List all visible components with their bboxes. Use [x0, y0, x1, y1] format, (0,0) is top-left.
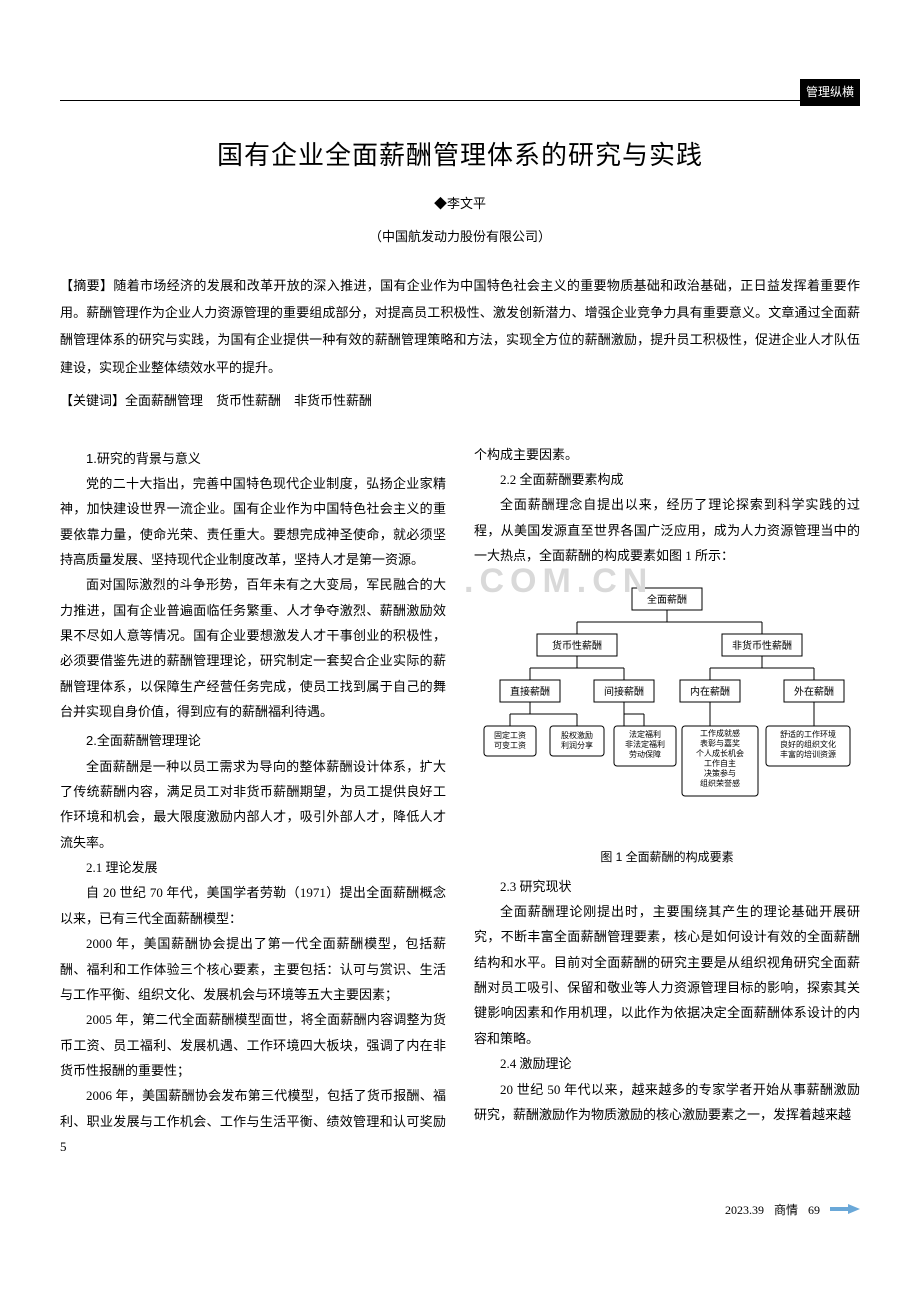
node-l3-3: 外在薪酬 [794, 686, 834, 698]
footer-journal: 商情 [774, 1199, 798, 1222]
keywords-label: 【关键词】 [60, 393, 125, 408]
figure-caption: 图 1 全面薪酬的构成要素 [474, 846, 860, 869]
paragraph: 全面薪酬是一种以员工需求为导向的整体薪酬设计体系，扩大了传统薪酬内容，满足员工对… [60, 754, 446, 855]
abstract-text: 随着市场经济的发展和改革开放的深入推进，国有企业作为中国特色社会主义的重要物质基… [60, 278, 860, 375]
author-prefix: ◆ [434, 196, 447, 211]
subheading-2-2: 2.2 全面薪酬要素构成 [474, 467, 860, 492]
node-l2-1: 非货币性薪酬 [732, 639, 792, 652]
header-rule: 管理纵横 [60, 100, 860, 101]
heading-1: 1.研究的背景与意义 [60, 446, 446, 471]
keywords-text: 全面薪酬管理 货币性薪酬 非货币性薪酬 [125, 393, 372, 408]
subheading-2-1: 2.1 理论发展 [60, 855, 446, 880]
node-l3-1: 间接薪酬 [604, 685, 644, 698]
author-line: ◆李文平 [60, 192, 860, 217]
page-footer: 2023.39 商情 69 [60, 1199, 860, 1222]
paragraph: 2000 年，美国薪酬协会提出了第一代全面薪酬模型，包括薪酬、福利和工作体验三个… [60, 931, 446, 1007]
abstract-label: 【摘要】 [60, 278, 113, 293]
diagram-svg: 全面薪酬 货币性薪酬 非货币性薪酬 [482, 580, 852, 840]
watermark: .COM.CN [464, 548, 653, 614]
paragraph: 2005 年，第二代全面薪酬模型面世，将全面薪酬内容调整为货币工资、员工福利、发… [60, 1007, 446, 1083]
node-l2-0: 货币性薪酬 [552, 639, 602, 652]
article-title: 国有企业全面薪酬管理体系的研究与实践 [60, 131, 860, 180]
subheading-2-3: 2.3 研究现状 [474, 874, 860, 899]
paragraph: 全面薪酬理论刚提出时，主要围绕其产生的理论基础开展研究，不断丰富全面薪酬管理要素… [474, 899, 860, 1051]
paragraph: 2006 年，美国薪酬协会发布第三代模型，包括了货币报酬、福利、职业发展与工作机… [60, 1083, 446, 1159]
paragraph: 20 世纪 50 年代以来，越来越多的专家学者开始从事薪酬激励研究，薪酬激励作为… [474, 1077, 860, 1128]
heading-2: 2.全面薪酬管理理论 [60, 728, 446, 753]
node-l3-2: 内在薪酬 [690, 685, 730, 698]
abstract: 【摘要】随着市场经济的发展和改革开放的深入推进，国有企业作为中国特色社会主义的重… [60, 272, 860, 381]
paragraph: 自 20 世纪 70 年代，美国学者劳勒（1971）提出全面薪酬概念以来，已有三… [60, 880, 446, 931]
figure-wrapper: .COM.CN 全面薪酬 货币性薪酬 [474, 580, 860, 840]
affiliation: （中国航发动力股份有限公司） [60, 225, 860, 250]
paragraph-continuation: 个构成主要因素。 [474, 442, 860, 467]
two-column-body: 1.研究的背景与意义 党的二十大指出，完善中国特色现代企业制度，弘扬企业家精神，… [60, 442, 860, 1160]
paragraph: 面对国际激烈的斗争形势，百年未有之大变局，军民融合的大力推进，国有企业普遍面临任… [60, 572, 446, 724]
node-l3-0: 直接薪酬 [510, 685, 550, 698]
footer-page: 69 [808, 1199, 820, 1222]
leaf-2: 法定福利非法定福利劳动保障 [625, 729, 665, 759]
page: 管理纵横 国有企业全面薪酬管理体系的研究与实践 ◆李文平 （中国航发动力股份有限… [0, 0, 920, 1262]
section-tag: 管理纵横 [800, 79, 860, 106]
leaf-4: 舒适的工作环境良好的组织文化丰富的培训资源 [780, 729, 836, 759]
author-name: 李文平 [447, 196, 486, 211]
keywords: 【关键词】全面薪酬管理 货币性薪酬 非货币性薪酬 [60, 389, 860, 414]
subheading-2-4: 2.4 激励理论 [474, 1051, 860, 1076]
footer-arrow-icon [830, 1199, 860, 1222]
paragraph: 党的二十大指出，完善中国特色现代企业制度，弘扬企业家精神，加快建设世界一流企业。… [60, 471, 446, 572]
figure-1: 全面薪酬 货币性薪酬 非货币性薪酬 [474, 580, 860, 840]
left-column: 1.研究的背景与意义 党的二十大指出，完善中国特色现代企业制度，弘扬企业家精神，… [60, 442, 446, 1160]
footer-issue: 2023.39 [725, 1199, 764, 1222]
right-column: 个构成主要因素。 2.2 全面薪酬要素构成 全面薪酬理念自提出以来，经历了理论探… [474, 442, 860, 1160]
